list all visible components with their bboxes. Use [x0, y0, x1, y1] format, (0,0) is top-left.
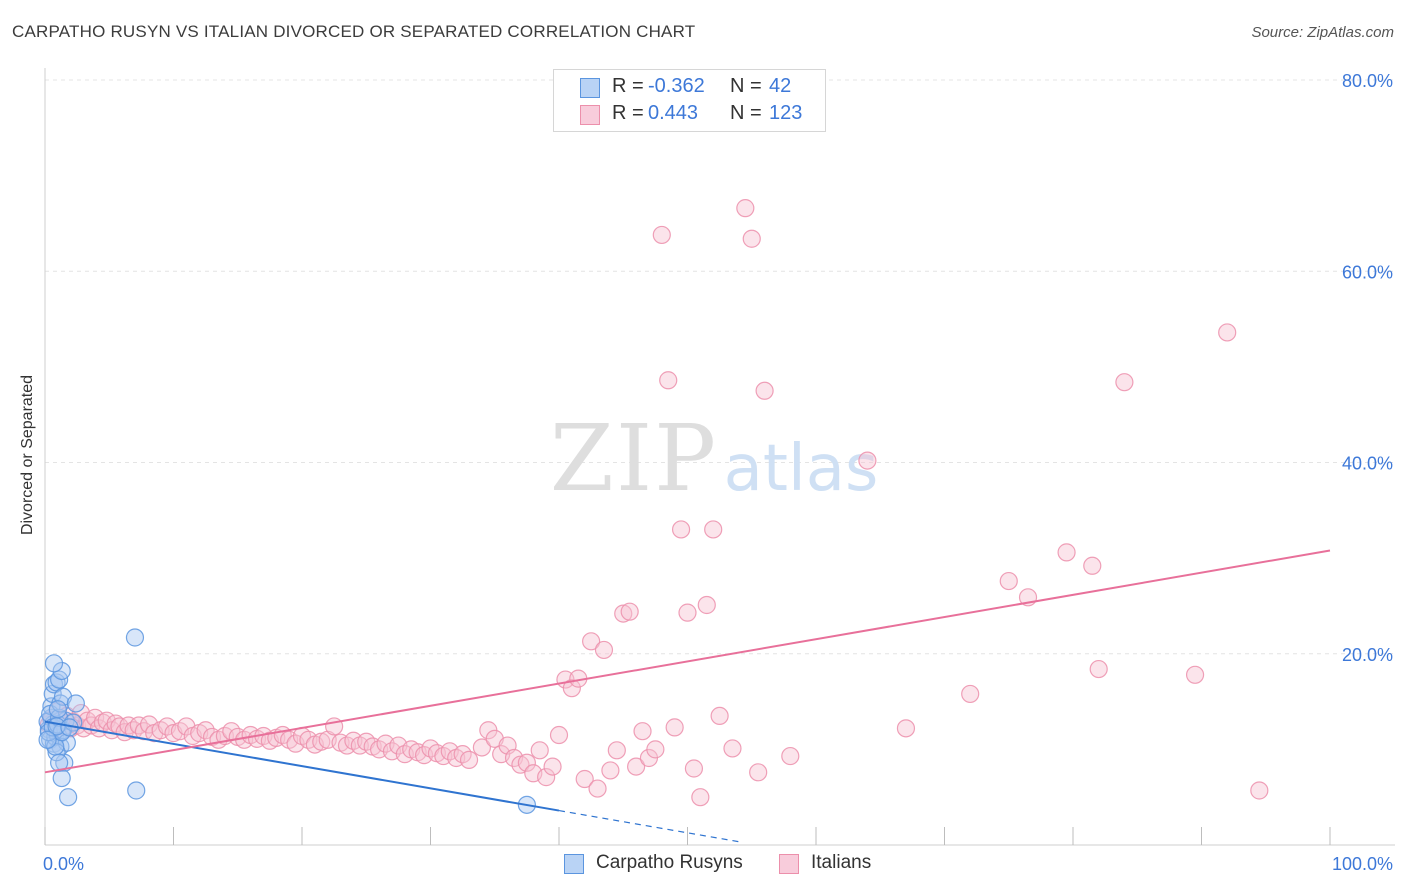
italians-point: [594, 640, 614, 660]
legend-r-label: R =: [612, 102, 644, 124]
bottom-legend-label: Carpatho Rusyns: [596, 852, 743, 873]
legend-r-value: -0.362: [648, 75, 705, 97]
watermark-atlas: atlas: [724, 432, 879, 506]
italians-point: [652, 225, 671, 245]
carpatho-rusyns-trend-line: [44, 720, 560, 812]
italians-point: [659, 371, 678, 390]
italians-point: [626, 757, 646, 776]
italians-point: [588, 779, 607, 798]
y-tick-label: 40.0%: [1342, 454, 1393, 474]
italians-point: [607, 741, 626, 760]
italians-point: [196, 721, 215, 740]
tick-labels: 20.0% 40.0% 60.0% 80.0% 0.0% 100.0%: [43, 71, 1393, 874]
italians-point: [537, 768, 556, 787]
italians-point: [858, 451, 877, 470]
italians-point: [646, 740, 665, 759]
legend-swatch-pink: [580, 105, 600, 125]
italians-point: [1185, 665, 1205, 684]
italians-point: [671, 520, 691, 539]
carpatho-rusyns-point: [50, 753, 69, 772]
watermark-zip: ZIP: [550, 405, 718, 512]
italians-point: [620, 602, 639, 621]
italians-point: [575, 769, 594, 789]
source-label: Source: ZipAtlas.com: [1251, 24, 1394, 41]
chart-title: CARPATHO RUSYN VS ITALIAN DIVORCED OR SE…: [12, 22, 696, 41]
italians-point: [549, 725, 569, 745]
italians-point: [781, 746, 800, 766]
y-tick-label: 60.0%: [1342, 262, 1393, 282]
italians-point: [1083, 556, 1102, 575]
x-tick-label: 100.0%: [1332, 854, 1393, 874]
italians-point: [684, 759, 704, 778]
legend-n-value: 42: [769, 75, 792, 97]
italians-point: [139, 715, 159, 734]
carpatho-rusyns-point: [52, 768, 71, 788]
y-tick-label: 20.0%: [1342, 645, 1393, 665]
italians-point: [312, 732, 331, 751]
trend-lines: [44, 549, 1331, 843]
correlation-legend: R = -0.362 N = 42 R = 0.443 N = 123: [553, 69, 826, 132]
italians-point: [749, 763, 768, 782]
italians-point: [459, 750, 479, 769]
legend-r-value: 0.443: [648, 102, 699, 124]
italians-point: [1057, 543, 1076, 562]
carpatho-rusyns-point: [66, 694, 85, 713]
italians-point: [896, 719, 916, 738]
carpatho-rusyns-point: [44, 654, 64, 673]
grid-lines: [45, 79, 1395, 655]
carpatho-rusyns-point: [48, 700, 67, 719]
carpatho-rusyns-point: [59, 788, 78, 807]
legend-n-label: N =: [730, 102, 762, 124]
italians-point: [562, 679, 581, 698]
y-tick-label: 80.0%: [1342, 71, 1393, 91]
legend-n-label: N =: [730, 75, 762, 97]
italians-point: [633, 722, 652, 741]
bottom-legend-swatch-pink: [779, 854, 799, 874]
italians-point: [511, 755, 530, 774]
italians-point: [961, 684, 980, 704]
italians-point: [1115, 373, 1134, 392]
italians-point: [710, 706, 729, 726]
legend-row-italians: R = 0.443 N = 123: [554, 102, 825, 128]
carpatho-rusyns-point: [38, 730, 57, 749]
legend-swatch-blue: [580, 78, 600, 98]
italians-point: [1250, 781, 1269, 800]
watermark: ZIP atlas: [550, 405, 878, 512]
carpatho-rusyns-point: [125, 628, 145, 647]
italians-point: [472, 738, 491, 757]
carpatho-rusyns-point: [127, 781, 146, 800]
italians-point: [723, 739, 742, 758]
carpatho-rusyns-point: [52, 661, 71, 681]
italians-point: [517, 753, 536, 772]
italians-point: [678, 603, 697, 622]
italians-point: [999, 571, 1018, 591]
italians-point: [691, 788, 710, 807]
italians-point: [755, 381, 774, 400]
carpatho-rusyns-trend-extension: [558, 809, 740, 843]
italians-point: [530, 741, 549, 760]
legend-n-value: 123: [769, 102, 803, 124]
legend-row-carpatho-rusyns: R = -0.362 N = 42: [554, 75, 825, 101]
italians-point: [1218, 323, 1237, 342]
italians-point: [543, 757, 562, 776]
legend-r-label: R =: [612, 75, 644, 97]
italians-point: [1089, 659, 1108, 679]
italians-point: [697, 595, 716, 615]
italians-point: [601, 761, 620, 780]
italians-point: [582, 632, 601, 651]
italians-point: [665, 718, 684, 737]
x-tick-label: 0.0%: [43, 854, 84, 874]
italians-point: [614, 604, 633, 623]
axes: [44, 68, 1395, 846]
bottom-legend-swatch-blue: [564, 854, 584, 874]
italians-point: [742, 229, 761, 248]
carpatho-rusyns-point: [47, 743, 66, 762]
data-points: [38, 199, 1269, 814]
italians-trend-line: [44, 549, 1331, 774]
italians-point: [736, 199, 755, 218]
italians-point: [704, 520, 723, 539]
bottom-legend-label: Italians: [811, 852, 872, 873]
